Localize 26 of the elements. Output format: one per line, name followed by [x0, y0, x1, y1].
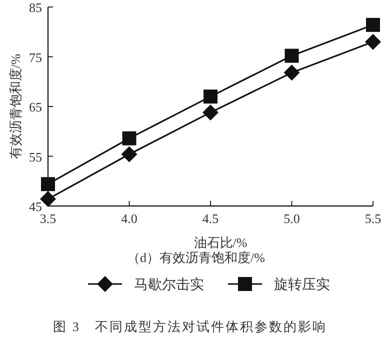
point — [365, 34, 381, 50]
x-tick-label: 5.0 — [284, 211, 300, 226]
point — [284, 48, 299, 63]
caption: 图 3 不同成型方法对试件体积参数的影响 — [53, 319, 327, 334]
y-tick-label: 85 — [29, 0, 42, 15]
point — [121, 146, 138, 162]
point — [122, 131, 136, 146]
x-tick-label: 5.5 — [364, 211, 382, 226]
x-tick-label: 4.0 — [121, 211, 138, 226]
x-axis-title: 油石比/% — [194, 235, 248, 250]
point — [366, 18, 380, 32]
x-tick-label: 4.5 — [202, 211, 219, 226]
point — [41, 177, 55, 192]
text: （d）有效沥青饱和度/% — [127, 250, 266, 265]
point — [284, 64, 300, 81]
x-tick-label: 3.5 — [40, 211, 56, 226]
y-tick-label: 65 — [29, 100, 42, 114]
y-tick-label: 75 — [29, 50, 42, 65]
point — [204, 90, 218, 104]
y-tick-label: 45 — [29, 199, 42, 214]
y-axis-title: 有效沥青饱和度/% — [8, 54, 23, 160]
y-tick-label: 55 — [29, 149, 42, 164]
legend-label: 旋转压实 — [274, 277, 330, 293]
point — [202, 104, 218, 120]
point — [40, 191, 56, 208]
legend-label: 马歇尔击实 — [134, 277, 204, 293]
